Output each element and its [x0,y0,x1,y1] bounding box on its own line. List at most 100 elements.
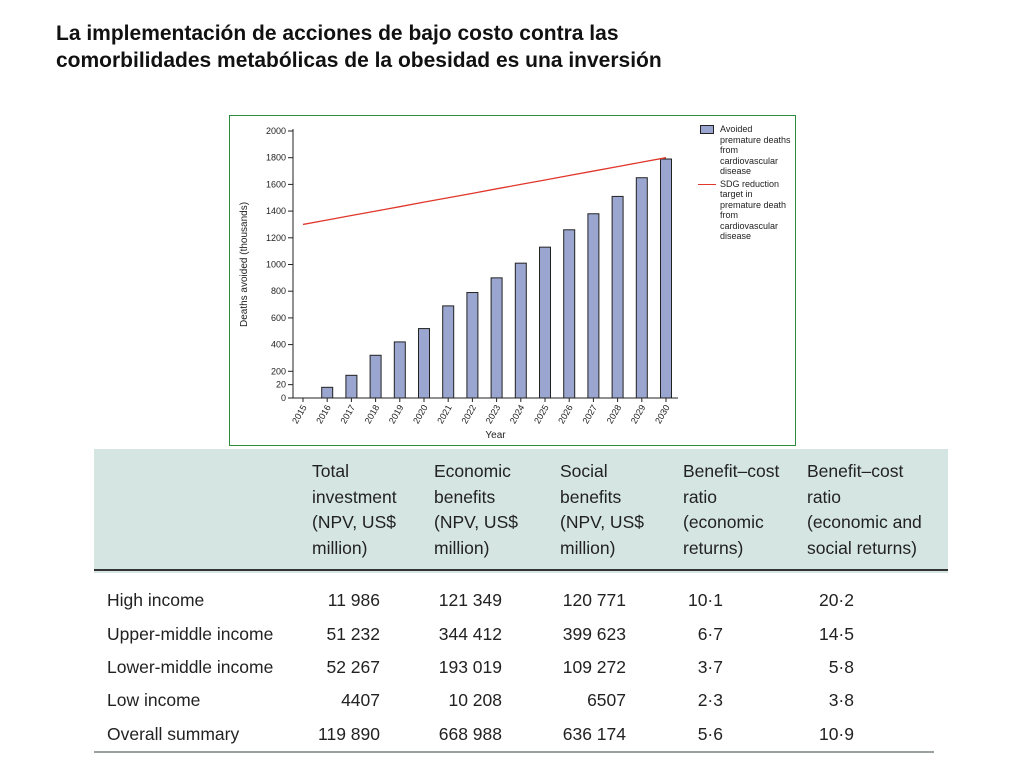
x-tick-label-2028: 2028 [605,403,624,425]
table-cell: 6·7 [697,624,723,644]
legend-item-sdg-target: SDG reduction target in premature death … [698,179,792,242]
row-label-low-income: Low income [107,690,201,710]
legend-swatch-bar [700,125,714,134]
column-header-bcr-economic-social: Benefit–cost ratio (economic and social … [807,461,922,558]
bar-2030 [660,158,672,399]
slide-title-line-1: La implementación de acciones de bajo co… [56,22,619,45]
column-header-social-benefits: Social benefits (NPV, US$ million) [560,461,644,558]
y-tick-label: 1200 [266,233,286,243]
bar-2023 [490,277,503,399]
x-tick-label-2030: 2030 [653,403,672,425]
x-tick-label-2016: 2016 [314,403,333,425]
x-tick-label-2020: 2020 [411,403,430,425]
legend-item-avoided-deaths: Avoided premature deaths from cardiovasc… [698,124,792,177]
y-tick-label: 1600 [266,179,286,189]
y-tick-label: 1400 [266,206,286,216]
table-cell: 399 623 [562,624,626,644]
bar-chart: 0 20 200 400 600 800 1000 1200 1400 1600 1800 2000 2… [239,126,678,441]
x-tick-label-2029: 2029 [629,403,648,425]
legend-swatch-line [698,183,716,185]
table-cell: 121 349 [438,590,502,610]
bar-2022 [466,292,479,399]
table-cell: 2·3 [697,690,723,710]
row-label-high-income: High income [107,590,205,610]
table-cell: 193 019 [438,657,502,677]
x-tick-label-2022: 2022 [459,403,478,425]
table-cell: 10 208 [448,690,502,710]
y-tick-label: 200 [271,366,286,376]
row-label-lower-middle-income: Lower-middle income [107,657,274,677]
row-label-overall-summary: Overall summary [107,724,240,744]
table-cell: 5·6 [697,724,723,744]
y-tick-label: 20 [276,380,286,390]
sdg-target-line [302,157,667,226]
chart-bars [321,158,672,399]
x-tick-label-2019: 2019 [387,403,406,425]
slide-title: La implementación de acciones de bajo co… [56,20,956,74]
bar-2017 [345,374,358,399]
column-header-total-investment: Total investment (NPV, US$ million) [312,461,397,558]
bar-2020 [418,328,430,399]
benefit-cost-table: Total investment (NPV, US$ million) Econ… [94,449,948,755]
table-cell: 52 267 [326,657,380,677]
table-cell: 51 232 [326,624,380,644]
table-bottom-rule [94,751,934,753]
bar-2016 [321,386,334,399]
x-tick-label-2021: 2021 [435,403,454,425]
x-tick-label-2027: 2027 [580,403,599,425]
y-tick-label: 0 [281,393,286,403]
bar-2025 [539,246,551,399]
table-cell: 120 771 [562,590,626,610]
y-axis-title: Deaths avoided (thousands) [239,202,250,327]
table-cell: 14·5 [818,624,854,644]
chart-target-line [302,157,667,226]
y-tick-label: 1800 [266,153,286,163]
table-header-rule [94,569,948,571]
x-axis-title: Year [485,430,506,441]
table-header-background [94,449,948,573]
table-cell: 344 412 [438,624,502,644]
table-cell: 10·1 [687,590,723,610]
bar-2027 [587,213,600,399]
column-header-economic-benefits: Economic benefits (NPV, US$ million) [434,461,518,558]
chart-labels: 0 20 200 400 600 800 1000 1200 1400 1600 1800 2000 2… [239,126,672,441]
bar-2026 [563,229,576,399]
y-tick-label: 400 [271,340,286,350]
x-tick-label-2017: 2017 [338,403,357,425]
table-cell: 10·9 [818,724,854,744]
table-cell: 6507 [587,690,626,710]
bar-2021 [442,305,455,399]
bar-2028 [611,195,624,399]
table-cell: 20·2 [818,590,854,610]
bar-2018 [369,354,382,399]
table-cell: 5·8 [828,657,854,677]
table-cell: 11 986 [327,590,380,610]
legend-label-avoided-deaths: Avoided premature deaths from cardiovasc… [720,124,791,176]
x-tick-label-2023: 2023 [484,403,503,425]
x-tick-label-2024: 2024 [508,403,527,425]
chart-legend: Avoided premature deaths from cardiovasc… [698,124,792,244]
x-tick-label-2025: 2025 [532,403,551,425]
bar-2019 [393,341,406,399]
bar-2029 [635,177,648,399]
chart-frame: 0 20 200 400 600 800 1000 1200 1400 1600 1800 2000 2… [229,115,796,446]
y-tick-label: 600 [271,313,286,323]
slide-title-line-2: comorbilidades metabólicas de la obesida… [56,49,662,72]
legend-label-sdg-target: SDG reduction target in premature death … [720,178,787,242]
table-cell: 119 890 [318,724,380,744]
bar-2024 [514,262,527,399]
x-tick-label-2026: 2026 [556,403,575,425]
table-cell: 668 988 [438,724,502,744]
table-cell: 636 174 [562,724,626,744]
row-label-upper-middle-income: Upper-middle income [107,624,274,644]
table-cell: 109 272 [562,657,626,677]
y-tick-label: 1000 [266,260,286,270]
column-header-bcr-economic: Benefit–cost ratio (economic returns) [683,461,780,558]
x-tick-label-2015: 2015 [290,403,309,425]
y-tick-label: 800 [271,286,286,296]
table-cell: 3·8 [828,690,854,710]
y-tick-label: 2000 [266,126,286,136]
x-tick-label-2018: 2018 [363,403,382,425]
table-cell: 3·7 [697,657,723,677]
table-cell: 4407 [341,690,380,710]
